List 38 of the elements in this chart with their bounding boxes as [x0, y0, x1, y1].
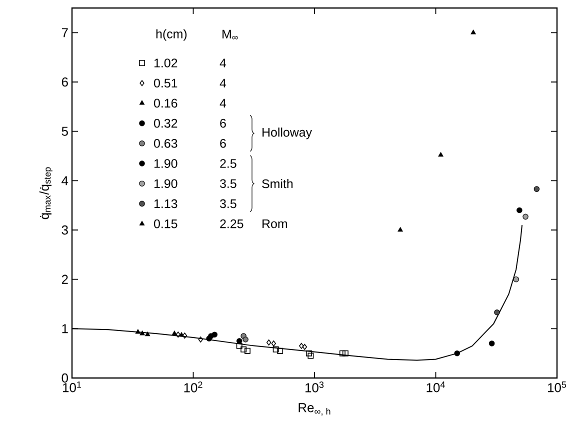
legend-label: 0.51: [154, 78, 178, 88]
annotation: 4: [220, 78, 226, 88]
annotation: Rom: [262, 219, 287, 228]
annotation: 2.25: [220, 219, 244, 228]
annotation: 4: [220, 98, 226, 108]
legend-label: 0.32: [154, 118, 178, 128]
y-tick-label: 7: [62, 28, 68, 38]
annotation: 3.5: [220, 179, 236, 188]
x-tick-label: 10$^{4}$: [426, 382, 445, 392]
legend-label: 0.15: [154, 219, 178, 228]
y-tick-label: 6: [62, 77, 68, 87]
x-tick-label: 10$^{3}$: [306, 382, 324, 392]
legend-label: 0.16: [154, 98, 178, 108]
legend-label: 1.02: [154, 58, 178, 68]
y-tick-label: 3: [62, 225, 68, 235]
x-axis-title: Re$_{∞, h}$: [298, 403, 330, 416]
legend-label: 1.13: [154, 199, 178, 208]
annotation: 3.5: [220, 199, 236, 208]
legend-label: 1.90: [154, 159, 178, 168]
annotation: Smith: [262, 179, 293, 188]
y-axis-title: q̇$_{max}$/q̇$_{step}$: [39, 167, 52, 220]
annotation: 2.5: [220, 159, 236, 168]
legend-title: h(cm): [156, 29, 187, 41]
x-tick-label: 10$^{5}$: [548, 382, 566, 392]
annotation: 6: [220, 118, 226, 128]
x-tick-label: 10$^{2}$: [184, 382, 202, 392]
annotation: 4: [220, 58, 226, 68]
legend-label: 1.90: [154, 179, 178, 188]
annotation: Holloway: [262, 128, 312, 140]
y-tick-label: 2: [62, 274, 68, 284]
legend-label: 0.63: [154, 139, 178, 148]
annotation: M$_{∞}$: [222, 30, 238, 40]
y-tick-label: 4: [62, 176, 68, 186]
y-tick-label: 0: [62, 373, 68, 383]
y-tick-label: 1: [62, 324, 68, 334]
y-tick-label: 5: [62, 126, 68, 136]
annotation: 6: [220, 139, 226, 148]
x-tick-label: 10$^{1}$: [63, 382, 82, 392]
